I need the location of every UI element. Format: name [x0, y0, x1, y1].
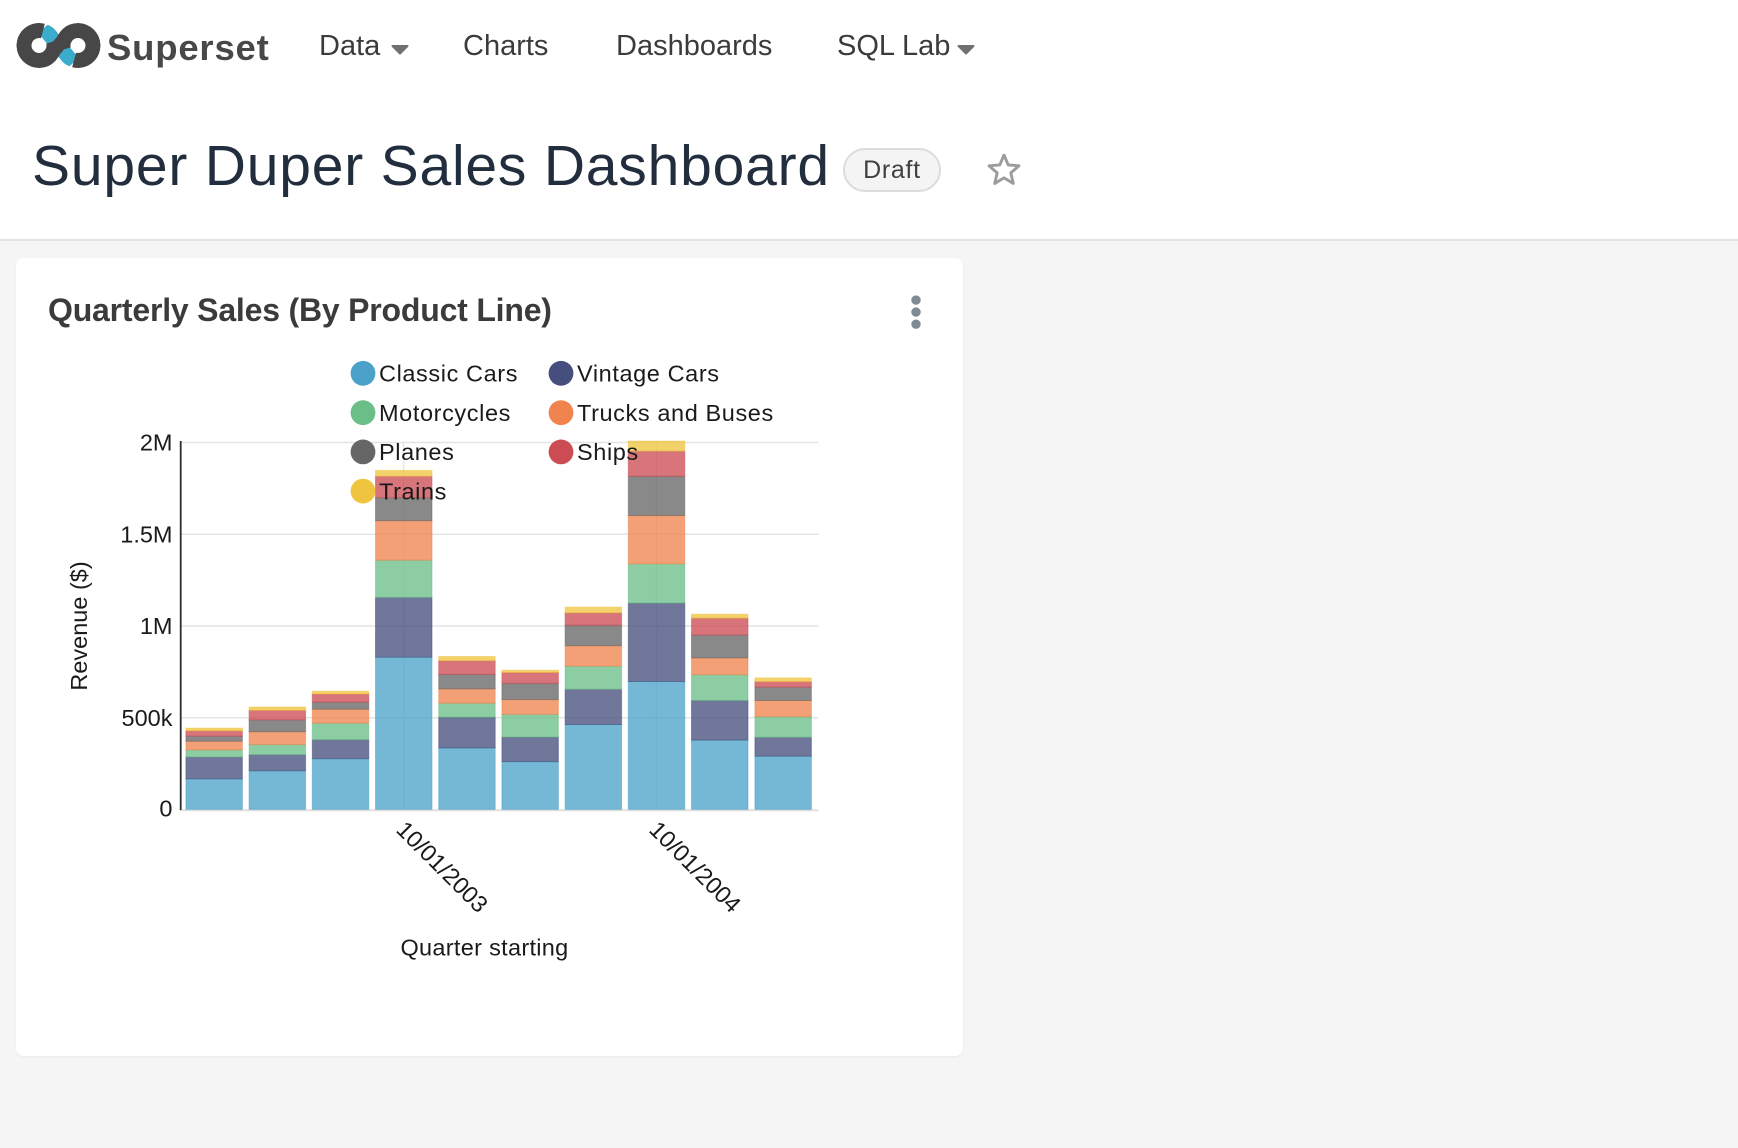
svg-text:Quarter starting: Quarter starting	[400, 934, 568, 960]
svg-text:Motorcycles: Motorcycles	[379, 400, 511, 426]
svg-text:1M: 1M	[140, 613, 173, 639]
svg-text:Vintage Cars: Vintage Cars	[577, 361, 720, 387]
svg-text:1.5M: 1.5M	[120, 521, 172, 547]
svg-text:10/01/2004: 10/01/2004	[644, 816, 746, 918]
svg-text:0: 0	[159, 795, 172, 821]
svg-text:Trucks and Buses: Trucks and Buses	[577, 400, 774, 426]
svg-text:500k: 500k	[122, 705, 173, 731]
svg-text:Trains: Trains	[379, 478, 447, 504]
svg-text:Ships: Ships	[577, 439, 639, 465]
svg-text:Revenue ($): Revenue ($)	[66, 561, 92, 690]
svg-text:Classic Cars: Classic Cars	[379, 361, 518, 387]
svg-text:2M: 2M	[140, 430, 173, 456]
svg-text:10/01/2003: 10/01/2003	[391, 816, 493, 918]
svg-text:Planes: Planes	[379, 439, 454, 465]
